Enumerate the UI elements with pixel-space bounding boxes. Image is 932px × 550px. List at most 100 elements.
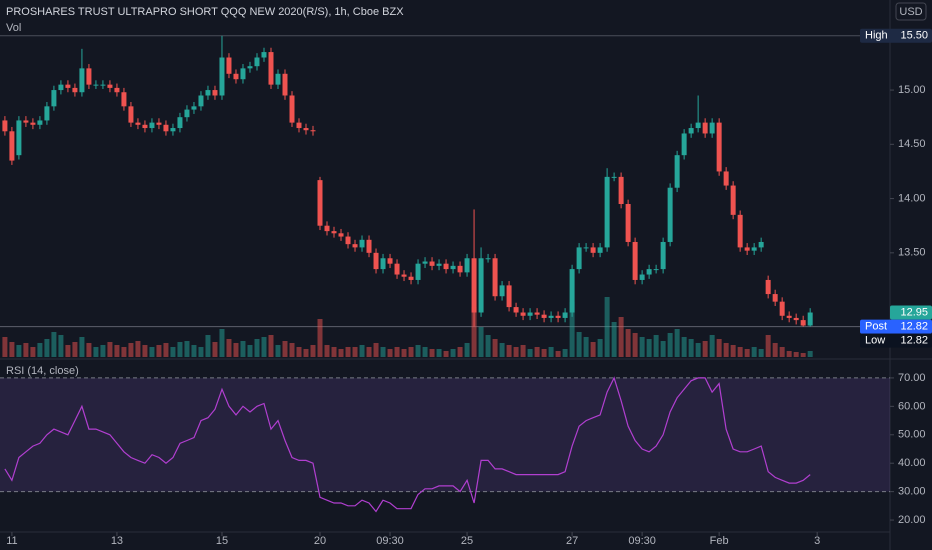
volume-bar: [772, 343, 778, 357]
candle-body: [114, 87, 120, 93]
high-badge: [860, 28, 932, 43]
candle-body: [79, 68, 85, 93]
volume-bar: [513, 347, 519, 357]
candle-body: [233, 73, 239, 80]
candle-body: [632, 241, 638, 280]
volume-bar: [737, 347, 743, 357]
volume-bar: [674, 329, 680, 357]
candle-body: [135, 122, 141, 125]
candle-body: [282, 73, 288, 96]
volume-bar: [44, 339, 50, 357]
volume-bar: [653, 335, 659, 357]
rsi-y-tick-label: 30.00: [898, 486, 926, 498]
volume-bar: [429, 349, 435, 357]
low-badge: [860, 333, 932, 348]
volume-bar: [100, 345, 106, 357]
candle-body: [219, 57, 225, 96]
candle-body: [450, 265, 456, 270]
rsi-band: [0, 377, 890, 492]
volume-bar: [667, 333, 673, 357]
candle-body: [352, 244, 358, 248]
x-tick-label: 20: [314, 535, 326, 547]
candle-body: [37, 120, 43, 125]
volume-bar: [93, 347, 99, 357]
volume-bar: [779, 347, 785, 357]
volume-bar: [205, 335, 211, 357]
volume-bar: [786, 351, 792, 357]
candle-body: [86, 68, 92, 85]
candle-body: [786, 315, 792, 318]
volume-bar: [618, 317, 624, 357]
high-badge-value: 15.50: [900, 30, 928, 42]
volume-bar: [422, 347, 428, 357]
volume-bar: [793, 352, 799, 357]
high-badge-name: High: [865, 30, 888, 42]
volume-bar: [597, 339, 603, 357]
candle-body: [625, 204, 631, 242]
candle-body: [499, 285, 505, 297]
candle-body: [240, 68, 246, 80]
candle-body: [198, 95, 204, 107]
volume-bar: [275, 345, 281, 357]
volume-bar: [702, 341, 708, 357]
candle-body: [807, 312, 813, 326]
candle-body: [345, 236, 351, 245]
volume-bar: [639, 337, 645, 357]
candle-body: [205, 90, 211, 96]
candle-body: [506, 285, 512, 308]
volume-bar: [534, 347, 540, 357]
candle-body: [618, 176, 624, 204]
candle-body: [716, 122, 722, 172]
candle-body: [562, 312, 568, 318]
rsi-title: RSI (14, close): [6, 365, 79, 377]
candle-body: [408, 276, 414, 280]
volume-bar: [58, 335, 64, 357]
candle-body: [303, 128, 309, 131]
candle-body: [688, 128, 694, 134]
candle-body: [380, 258, 386, 270]
volume-bar: [562, 349, 568, 357]
x-tick-label: 3: [814, 535, 820, 547]
candle-body: [310, 130, 316, 132]
candle-body: [765, 279, 771, 295]
volume-bar: [723, 343, 729, 357]
volume-bar: [415, 345, 421, 357]
volume-bar: [317, 319, 323, 357]
candle-body: [758, 241, 764, 248]
candle-body: [387, 258, 393, 264]
volume-bar: [184, 341, 190, 357]
currency-box[interactable]: [895, 2, 927, 21]
candle-body: [254, 57, 260, 67]
candle-body: [478, 258, 484, 313]
candle-body: [583, 247, 589, 249]
candle-body: [107, 84, 113, 88]
candle-body: [51, 90, 57, 107]
volume-bar: [86, 343, 92, 357]
candle-body: [639, 274, 645, 280]
volume-bar: [569, 302, 575, 357]
candle-body: [422, 261, 428, 264]
volume-bar: [408, 347, 414, 357]
rsi-y-tick-label: 50.00: [898, 429, 926, 441]
candle-body: [177, 117, 183, 129]
candle-body: [436, 263, 442, 266]
candle-body: [800, 320, 806, 326]
volume-bar: [625, 329, 631, 357]
volume-bar: [492, 339, 498, 357]
candle-body: [317, 180, 323, 226]
volume-bar: [142, 345, 148, 357]
volume-bar: [163, 343, 169, 357]
candle-body: [527, 312, 533, 316]
candle-body: [191, 106, 197, 110]
volume-bar: [198, 347, 204, 357]
post-badge-value: 12.82: [900, 321, 928, 333]
candle-body: [709, 122, 715, 134]
candle-body: [72, 87, 78, 93]
candle-body: [296, 122, 302, 129]
y-tick-label: 13.50: [898, 247, 926, 259]
volume-bar: [107, 342, 113, 357]
volume-bar: [688, 339, 694, 357]
y-tick-label: 14.50: [898, 138, 926, 150]
volume-bar: [457, 347, 463, 357]
